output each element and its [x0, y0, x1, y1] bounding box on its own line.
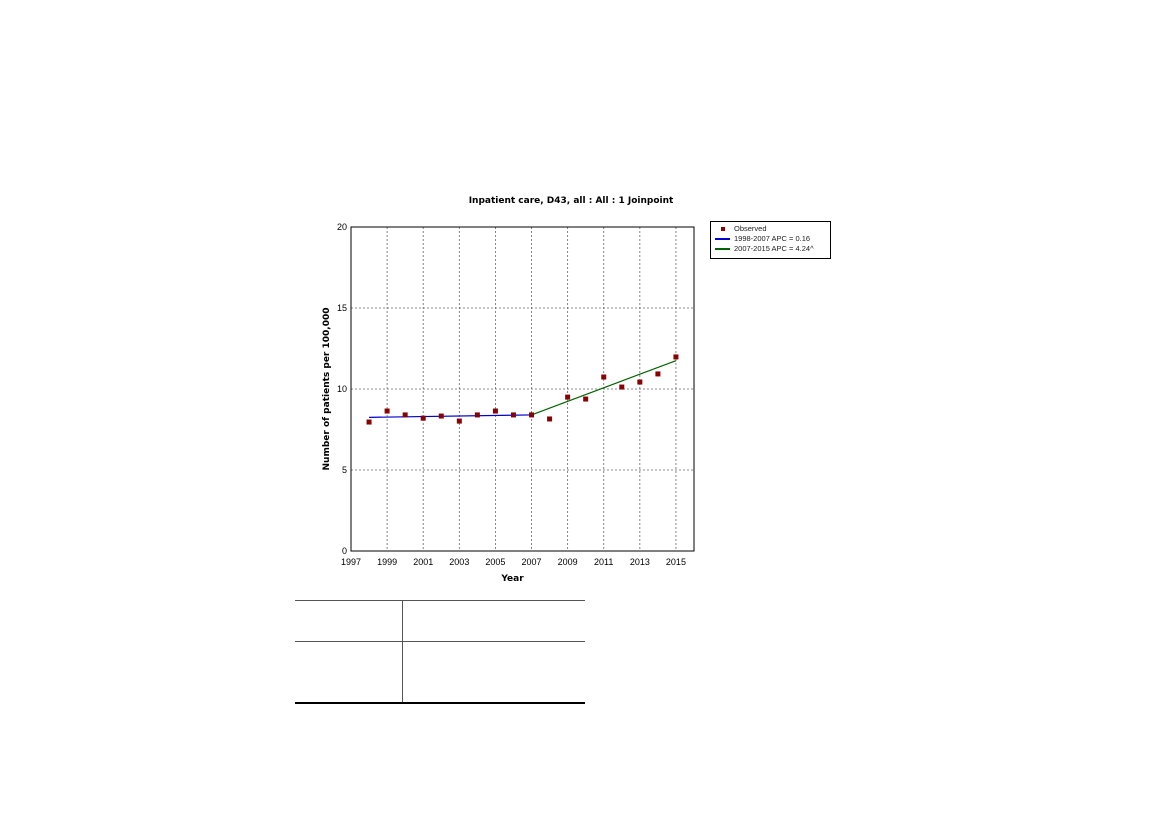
y-tick-label: 10: [337, 384, 347, 394]
summary-table: [295, 600, 585, 704]
x-tick-label: 2005: [485, 557, 505, 567]
observed-point: [583, 396, 589, 402]
y-axis-label: Number of patients per 100,000: [322, 308, 332, 471]
observed-point: [402, 412, 408, 418]
y-tick-label: 5: [342, 465, 347, 475]
table-cell: [295, 600, 403, 642]
observed-point: [601, 374, 607, 380]
table-cell: [402, 600, 585, 642]
observed-point: [529, 412, 535, 418]
x-tick-label: 2015: [666, 557, 686, 567]
x-tick-label: 1999: [377, 557, 397, 567]
table-cell: [295, 641, 403, 704]
fit-line-segment-1: [369, 414, 532, 418]
x-tick-label: 2011: [594, 557, 613, 567]
observed-point: [637, 379, 643, 385]
x-tick-label: 2013: [630, 557, 650, 567]
legend-item-segment-2: 2007-2015 APC = 4.24^: [715, 244, 814, 253]
fit-line-segment-2: [531, 360, 677, 416]
y-tick-label: 0: [342, 546, 347, 556]
observed-point: [547, 416, 553, 422]
observed-point: [565, 394, 571, 400]
legend-label: 1998-2007 APC = 0.16: [734, 234, 811, 243]
legend-item-segment-1: 1998-2007 APC = 0.16: [715, 234, 810, 243]
observed-point: [510, 412, 516, 418]
legend-label: Observed: [734, 224, 767, 233]
observed-point: [420, 415, 426, 421]
observed-point: [474, 412, 480, 418]
y-tick-label: 20: [337, 222, 347, 232]
legend: Observed 1998-2007 APC = 0.16 2007-2015 …: [710, 221, 831, 259]
observed-point: [384, 408, 390, 414]
x-tick-label: 2001: [413, 557, 433, 567]
y-tick-label: 15: [337, 303, 347, 313]
chart-title: Inpatient care, D43, all : All : 1 Joinp…: [468, 196, 674, 206]
plot-frame: [350, 226, 695, 552]
x-axis-label: Year: [500, 574, 524, 584]
x-tick-label: 2009: [558, 557, 578, 567]
x-tick-label: 2007: [522, 557, 542, 567]
observed-point: [673, 354, 679, 360]
observed-point: [655, 371, 661, 377]
observed-point: [456, 418, 462, 424]
legend-item-observed: Observed: [715, 224, 767, 233]
observed-point: [366, 419, 372, 425]
observed-point: [492, 408, 498, 414]
observed-point: [619, 384, 625, 390]
table-cell: [402, 641, 585, 704]
x-tick-label: 2003: [449, 557, 469, 567]
x-tick-label: 1997: [341, 557, 361, 567]
legend-label: 2007-2015 APC = 4.24^: [734, 244, 814, 253]
observed-point: [438, 413, 444, 419]
